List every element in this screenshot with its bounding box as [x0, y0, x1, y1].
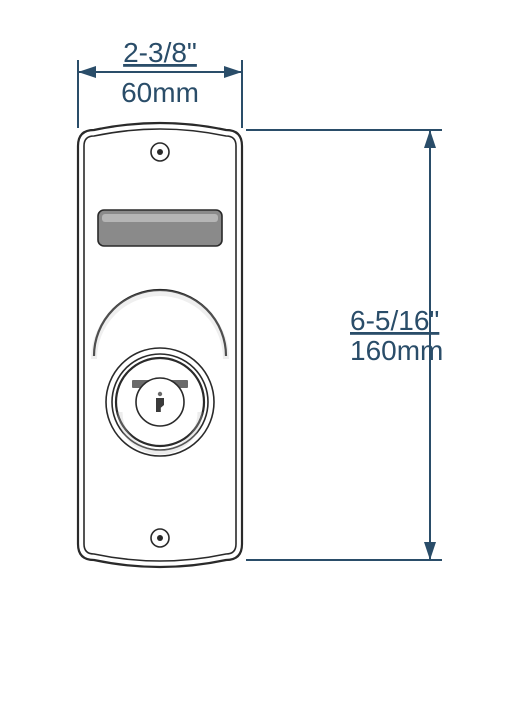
height-imperial-label: 6-5/16" [350, 305, 439, 336]
height-arrow-top [424, 130, 436, 148]
width-arrow-right [224, 66, 242, 78]
lock-dimension-diagram: 2-3/8" 60mm 6-5/16"160mm [0, 0, 506, 712]
escutcheon-plate [78, 123, 242, 567]
height-arrow-bottom [424, 542, 436, 560]
width-imperial-label: 2-3/8" [123, 37, 197, 68]
height-metric-label: 160mm [350, 335, 443, 366]
card-slot-highlight [102, 214, 218, 222]
width-arrow-left [78, 66, 96, 78]
cylinder-pin [158, 392, 162, 396]
screw-top-hole-icon [157, 149, 163, 155]
screw-bottom-hole-icon [157, 535, 163, 541]
width-metric-label: 60mm [121, 77, 199, 108]
